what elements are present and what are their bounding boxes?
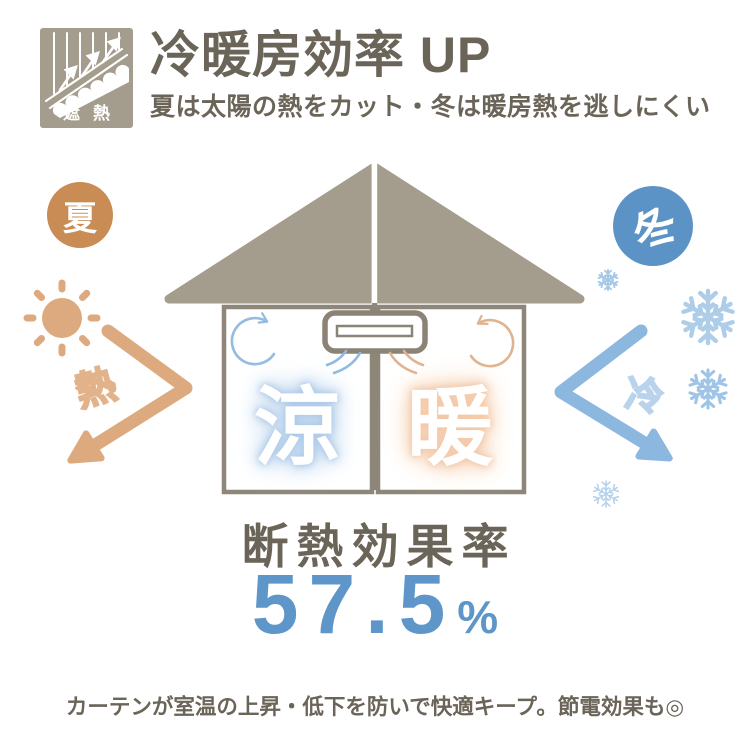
winter-label: 冬 (623, 197, 688, 263)
cool-room-label: 涼 (254, 380, 340, 476)
cold-bounce-arrow-icon (554, 324, 673, 462)
heat-bounce-arrow-icon (67, 324, 193, 464)
page-title: 冷暖房効率 UP (150, 27, 492, 83)
warm-air-swirl-icon (469, 314, 515, 368)
sun-icon (23, 279, 101, 357)
rate-unit: % (457, 591, 499, 643)
warm-room-label: 暖 (407, 380, 493, 476)
summer-badge: 夏 (47, 182, 113, 248)
heat-shield-badge: 遮熱 (40, 28, 133, 128)
house-art (23, 161, 750, 580)
footer-caption: カーテンが室温の上昇・低下を防いで快適キープ。節電効果も◎ (65, 695, 685, 719)
cold-label: 冷 (622, 372, 667, 421)
page-subtitle: 夏は太陽の熱をカット・冬は暖房熱を逃しにくい (150, 93, 711, 121)
air-conditioner-icon (322, 310, 428, 354)
snowflake-icon (593, 481, 619, 507)
snowflake-icon (689, 370, 728, 408)
snowflake-icon (682, 291, 735, 343)
cool-air-swirl-icon (230, 312, 276, 366)
summer-label: 夏 (63, 199, 97, 238)
winter-badge: 冬 (613, 186, 693, 266)
header: 遮熱 冷暖房効率 UP 夏は太陽の熱をカット・冬は暖房熱を逃しにくい (40, 28, 711, 128)
roof-split (371, 161, 378, 305)
house-roof (164, 161, 585, 305)
ac-airflow (325, 349, 425, 375)
rate-number: 57.5 (251, 557, 456, 651)
badge-label: 遮熱 (63, 104, 123, 123)
snowflake-icon (598, 270, 618, 290)
heat-shield-curtain-icon (40, 28, 133, 128)
insulation-rate-value: 57.5% (0, 558, 750, 650)
insulation-rate-title: 断熱効果率 (241, 520, 517, 573)
house-illustration: 夏 冬 熱 冷 涼 暖 (0, 160, 750, 580)
